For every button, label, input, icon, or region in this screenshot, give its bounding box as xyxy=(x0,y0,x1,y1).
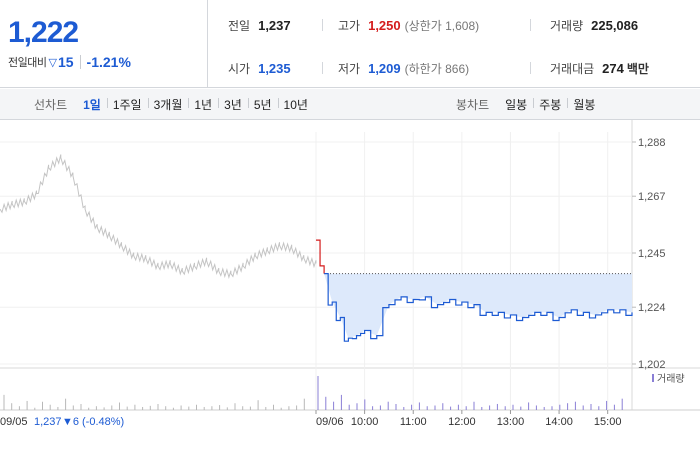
x-tick-label: 11:00 xyxy=(400,416,427,428)
line-chart-label: 선차트 xyxy=(34,98,68,112)
stat-label: 거래대금 xyxy=(550,62,595,76)
prev-day-rate-label: (-0.48%) xyxy=(82,416,124,428)
stat-sub: (상한가 1,608) xyxy=(404,19,480,33)
stat-label: 전일 xyxy=(228,19,251,33)
x-tick-label: 15:00 xyxy=(594,416,622,428)
y-axis: 1,288 1,267 1,245 1,224 1,202 xyxy=(632,137,666,371)
divider xyxy=(322,19,323,31)
volume-legend-swatch xyxy=(652,374,654,382)
prev-day-change-label: ▼6 xyxy=(62,416,79,428)
tab-1day[interactable]: 1일 xyxy=(83,98,101,112)
change-row: 전일대비 ▽ 15 -1.21% xyxy=(8,54,131,70)
y-tick-label: 1,224 xyxy=(638,302,666,314)
stat-label: 고가 xyxy=(338,19,361,33)
y-tick-label: 1,267 xyxy=(638,191,666,203)
stat-value: 225,086 xyxy=(591,18,639,33)
tab-3year[interactable]: 3년 xyxy=(218,96,248,113)
tab-10year[interactable]: 10년 xyxy=(277,96,314,113)
stat-amount: 거래대금 274 백만 xyxy=(550,60,649,77)
stat-label: 저가 xyxy=(338,62,361,76)
stat-volume: 거래량 225,086 xyxy=(550,17,638,34)
quote-header: 1,222 전일대비 ▽ 15 -1.21% 전일 1,237 고가 1,250… xyxy=(0,0,700,88)
stat-value: 1,250 xyxy=(368,18,401,33)
tab-5year[interactable]: 5년 xyxy=(247,96,278,113)
today-price-line-up xyxy=(316,239,325,274)
price-chart[interactable]: 1,288 1,267 1,245 1,224 1,202 거래량 09/05 1,237… xyxy=(0,120,700,450)
stat-low: 저가 1,209 (하한가 866) xyxy=(338,60,469,77)
current-price: 1,222 xyxy=(8,16,79,49)
divider xyxy=(530,62,531,74)
x-tick-label: 09/06 xyxy=(316,416,344,428)
price-summary: 1,222 전일대비 ▽ 15 -1.21% xyxy=(0,0,208,88)
y-tick-label: 1,245 xyxy=(638,248,666,260)
prev-day-price-line xyxy=(0,154,317,280)
x-tick-label: 13:00 xyxy=(497,416,525,428)
down-triangle-icon: ▽ xyxy=(48,56,57,69)
candle-chart-label: 봉차트 xyxy=(456,98,490,112)
stat-value: 1,237 xyxy=(258,18,291,33)
below-reference-area xyxy=(320,273,632,339)
divider xyxy=(79,55,81,69)
tab-monthly[interactable]: 월봉 xyxy=(567,96,601,113)
tab-1year[interactable]: 1년 xyxy=(188,96,218,113)
volume-legend-label: 거래량 xyxy=(657,373,685,385)
x-tick-label: 14:00 xyxy=(545,416,573,428)
y-tick-label: 1,202 xyxy=(638,359,666,371)
prev-day-close-label: 1,237 xyxy=(34,416,62,428)
stat-high: 고가 1,250 (상한가 1,608) xyxy=(338,17,479,34)
stat-value: 1,209 xyxy=(368,61,401,76)
tab-weekly[interactable]: 주봉 xyxy=(533,96,567,113)
change-amount: 15 xyxy=(57,54,74,70)
change-rate: -1.21% xyxy=(86,54,131,70)
chart-tab-bar: 선차트 1일 1주일 3개월 1년 3년 5년 10년 봉차트 일봉 주봉 월봉 xyxy=(0,89,700,120)
x-tick-label: 12:00 xyxy=(448,416,476,428)
prev-day-date-label: 09/05 xyxy=(0,416,28,428)
below-reference-fill xyxy=(320,273,632,339)
divider xyxy=(530,19,531,31)
y-tick-label: 1,288 xyxy=(638,137,666,149)
candle-chart-tabs: 봉차트 일봉 주봉 월봉 xyxy=(456,89,601,120)
x-axis: 09/05 1,237 ▼6 (-0.48%) 09/06 10:00 11:00 12:00… xyxy=(0,410,621,428)
price-lines xyxy=(0,154,633,342)
stat-sub: (하한가 866) xyxy=(404,62,470,76)
stat-label: 시가 xyxy=(228,62,251,76)
stat-unit: 백만 xyxy=(626,62,649,76)
tab-daily[interactable]: 일봉 xyxy=(505,98,528,112)
tab-1week[interactable]: 1주일 xyxy=(106,96,148,113)
today-price-line-down xyxy=(324,273,633,342)
stat-value: 274 xyxy=(602,61,624,76)
stat-value: 1,235 xyxy=(258,61,291,76)
tab-3month[interactable]: 3개월 xyxy=(147,96,189,113)
x-tick-label: 10:00 xyxy=(351,416,379,428)
stat-label: 거래량 xyxy=(550,19,584,33)
stat-prev-close: 전일 1,237 xyxy=(228,17,291,34)
volume-bars: 거래량 xyxy=(3,373,685,410)
line-chart-tabs: 선차트 1일 1주일 3개월 1년 3년 5년 10년 xyxy=(34,89,314,120)
change-label: 전일대비 xyxy=(8,57,47,69)
divider xyxy=(322,62,323,74)
chart-grid xyxy=(0,120,700,411)
stat-open: 시가 1,235 xyxy=(228,60,291,77)
